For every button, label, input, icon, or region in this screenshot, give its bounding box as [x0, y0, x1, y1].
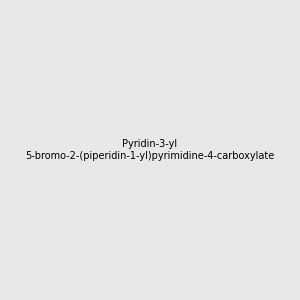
Text: Pyridin-3-yl 5-bromo-2-(piperidin-1-yl)pyrimidine-4-carboxylate: Pyridin-3-yl 5-bromo-2-(piperidin-1-yl)p… — [26, 139, 275, 161]
